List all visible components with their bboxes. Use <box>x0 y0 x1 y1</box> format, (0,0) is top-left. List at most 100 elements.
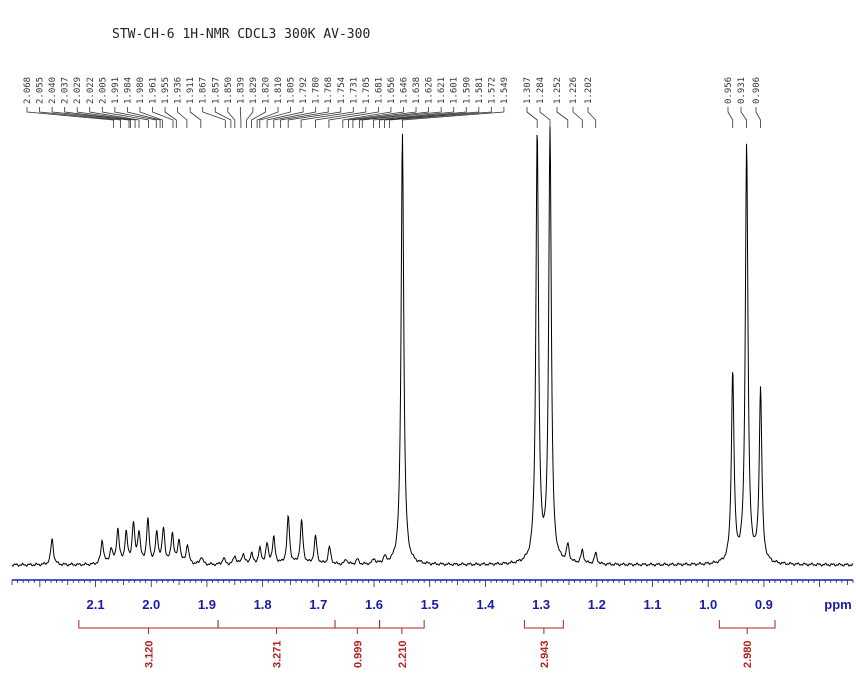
tick-label: 0.9 <box>755 597 773 612</box>
integral-bracket <box>334 620 381 629</box>
spectrum-group <box>11 126 854 567</box>
peak-label: 2.005 <box>98 77 108 104</box>
peak-connector <box>572 107 583 128</box>
peak-connector <box>39 107 121 128</box>
peak-label: 0.956 <box>724 77 734 104</box>
tick-label: 1.1 <box>643 597 661 612</box>
tick-label: 1.8 <box>254 597 272 612</box>
peak-label: 1.549 <box>500 77 510 104</box>
peak-connector <box>127 107 161 128</box>
tick-label: 1.3 <box>532 597 550 612</box>
peak-label: 1.252 <box>553 77 563 104</box>
peak-label: 0.931 <box>737 77 747 104</box>
peak-label: 1.936 <box>174 77 184 104</box>
peak-connector <box>26 107 114 128</box>
peak-connector <box>389 107 492 128</box>
peak-connector <box>342 107 392 128</box>
peak-connector <box>259 107 291 128</box>
spectrum-trace <box>11 126 854 567</box>
peak-label-group: 2.068 2.055 2.040 2.037 2.029 2.022 2.005 1.991… <box>23 77 762 128</box>
peak-label: 2.029 <box>73 77 83 104</box>
peak-connector <box>273 107 317 128</box>
peak-connector <box>189 107 202 128</box>
peak-connector <box>352 107 417 128</box>
peak-connector <box>373 107 455 128</box>
peak-connector <box>101 107 149 128</box>
peak-connector <box>239 107 242 128</box>
peak-connector <box>251 107 266 128</box>
peak-connector <box>89 107 140 128</box>
peak-label: 1.911 <box>186 77 196 104</box>
peak-connector <box>164 107 177 128</box>
integral-bracket <box>379 620 425 629</box>
integral-bracket <box>523 620 564 629</box>
peak-connector <box>359 107 429 128</box>
ppm-axis: 2.1 2.0 1.9 1.8 1.7 1.6 1.5 1.4 1.3 1.2 1.1 1.0 0.9 p… <box>11 579 854 612</box>
tick-label: 2.1 <box>87 597 105 612</box>
peak-connector <box>202 107 226 128</box>
tick-label: 1.7 <box>309 597 327 612</box>
peak-label: 1.705 <box>362 77 372 104</box>
peak-connector <box>348 107 404 128</box>
integral-value: 0.999 <box>352 640 364 668</box>
integral-value: 2.943 <box>539 640 551 668</box>
peak-label: 1.867 <box>199 77 209 104</box>
chart-title: STW-CH-6 1H-NMR CDCL3 300K AV-300 <box>112 27 370 42</box>
tick-label: 2.0 <box>142 597 160 612</box>
peak-connector <box>152 107 174 128</box>
tick-label: 1.6 <box>365 597 383 612</box>
integral-group: 3.120 3.271 0.999 2.210 2.943 2.980 <box>78 620 776 668</box>
integral-value: 3.271 <box>272 640 284 668</box>
peak-label: 1.638 <box>412 77 422 104</box>
peak-label: 1.984 <box>123 77 133 104</box>
peak-label: 1.601 <box>450 77 460 104</box>
peak-label: 1.850 <box>224 77 234 104</box>
peak-label: 1.572 <box>487 77 497 104</box>
peak-connector <box>177 107 188 128</box>
integral-value: 3.120 <box>143 640 155 668</box>
peak-connector <box>300 107 354 128</box>
peak-label: 1.857 <box>211 77 221 104</box>
peak-connector <box>402 107 505 128</box>
x-axis-label: ppm <box>824 597 851 612</box>
integral-bracket <box>217 620 336 629</box>
peak-connector <box>727 107 734 128</box>
peak-connector <box>384 107 480 128</box>
peak-connector <box>361 107 442 128</box>
peak-label: 1.226 <box>569 77 579 104</box>
peak-label: 1.792 <box>299 77 309 104</box>
tick-label: 1.4 <box>476 597 495 612</box>
peak-connector <box>139 107 163 128</box>
peak-connector <box>280 107 329 128</box>
peak-label: 1.955 <box>161 77 171 104</box>
peak-label: 1.768 <box>324 77 334 104</box>
peak-label: 1.780 <box>312 77 322 104</box>
peak-label: 2.037 <box>61 77 71 104</box>
peak-label: 1.980 <box>136 77 146 104</box>
peak-label: 1.202 <box>584 77 594 104</box>
integral-bracket <box>718 620 776 629</box>
tick-label: 1.5 <box>421 597 439 612</box>
peak-connector <box>315 107 367 128</box>
peak-connector <box>379 107 467 128</box>
peak-connector <box>227 107 236 128</box>
peak-connector <box>64 107 131 128</box>
peak-connector <box>51 107 130 128</box>
peak-label: 1.829 <box>249 77 259 104</box>
peak-connector <box>556 107 569 128</box>
peak-connector <box>214 107 232 128</box>
peak-label: 1.681 <box>374 77 384 104</box>
peak-connector <box>256 107 279 128</box>
peak-label: 1.961 <box>149 77 159 104</box>
peak-connector <box>287 107 342 128</box>
peak-label: 2.055 <box>36 77 46 104</box>
peak-label: 1.590 <box>462 77 472 104</box>
peak-connector <box>246 107 254 128</box>
peak-label: 1.805 <box>287 77 297 104</box>
peak-label: 1.581 <box>475 77 485 104</box>
tick-label: 1.2 <box>588 597 606 612</box>
peak-label: 1.646 <box>400 77 410 104</box>
integral-value: 2.980 <box>742 640 754 668</box>
peak-label: 2.022 <box>86 77 96 104</box>
